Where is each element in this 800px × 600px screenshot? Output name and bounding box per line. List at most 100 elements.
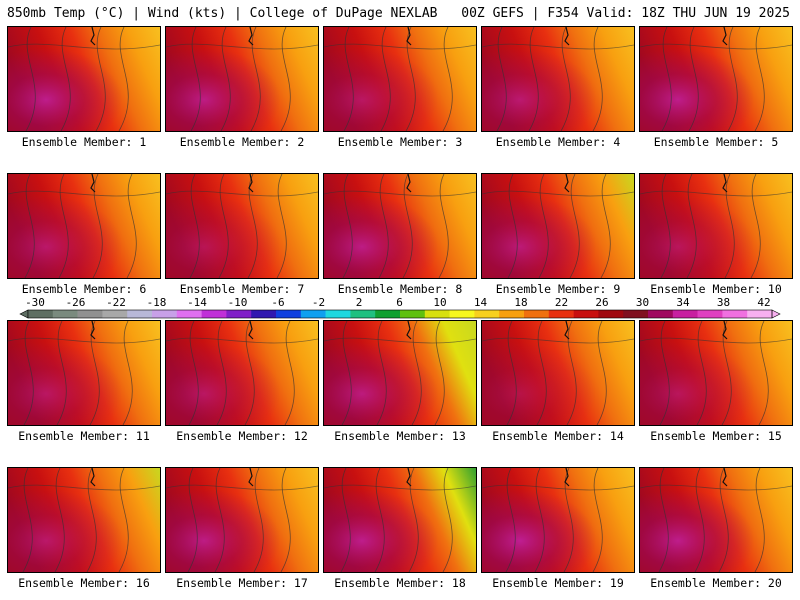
temperature-field <box>324 174 476 278</box>
ensemble-member-map <box>639 467 793 573</box>
colorbar-swatch <box>251 310 277 318</box>
ensemble-member-label: Ensemble Member: 4 <box>495 135 621 149</box>
colorbar-swatch <box>499 310 525 318</box>
colorbar-tick-label: 22 <box>554 296 569 309</box>
ensemble-member-label: Ensemble Member: 12 <box>176 429 308 443</box>
colorbar-swatch <box>375 310 401 318</box>
colorbar-tick-label: -6 <box>271 296 285 309</box>
colorbar-swatch <box>548 310 574 318</box>
ensemble-member-label: Ensemble Member: 1 <box>21 135 147 149</box>
colorbar-swatch <box>300 310 326 318</box>
colorbar-swatch <box>28 310 54 318</box>
colorbar-strip <box>19 309 781 319</box>
ensemble-member-label: Ensemble Member: 10 <box>650 282 782 296</box>
temperature-field <box>324 321 476 425</box>
temperature-field <box>640 174 792 278</box>
colorbar-swatch <box>623 310 649 318</box>
ensemble-member-map <box>323 320 477 426</box>
colorbar-tick-label: -14 <box>187 296 207 309</box>
colorbar-tick-label: 2 <box>355 296 363 309</box>
ensemble-member-label: Ensemble Member: 13 <box>334 429 466 443</box>
ensemble-member-map <box>323 173 477 279</box>
temperature-field <box>482 321 634 425</box>
colorbar-tick-label: -30 <box>25 296 45 309</box>
colorbar-tick-label: -26 <box>65 296 86 309</box>
colorbar-swatch <box>697 310 723 318</box>
colorbar-swatch <box>325 310 351 318</box>
ensemble-member-map <box>165 320 319 426</box>
temperature-field <box>166 174 318 278</box>
colorbar-tick-label: 38 <box>716 296 731 309</box>
ensemble-member-map <box>481 173 635 279</box>
colorbar-swatch <box>400 310 426 318</box>
colorbar-tick-label: 30 <box>635 296 650 309</box>
ensemble-member-label: Ensemble Member: 17 <box>176 576 308 590</box>
ensemble-member-label: Ensemble Member: 8 <box>337 282 463 296</box>
ensemble-member-label: Ensemble Member: 18 <box>334 576 466 590</box>
colorbar-swatch <box>226 310 252 318</box>
colorbar-swatch <box>350 310 376 318</box>
ensemble-member-map <box>7 173 161 279</box>
temperature-field <box>8 468 160 572</box>
temperature-field <box>166 27 318 131</box>
ensemble-member-label: Ensemble Member: 5 <box>653 135 779 149</box>
ensemble-member-label: Ensemble Member: 20 <box>650 576 782 590</box>
ensemble-member-map <box>481 467 635 573</box>
temperature-field <box>166 468 318 572</box>
colorbar-swatch <box>176 310 202 318</box>
ensemble-member-label: Ensemble Member: 19 <box>492 576 624 590</box>
ensemble-member-label: Ensemble Member: 7 <box>179 282 305 296</box>
ensemble-member-label: Ensemble Member: 9 <box>495 282 621 296</box>
colorbar-tick-label: 42 <box>757 296 771 309</box>
ensemble-member-map <box>323 26 477 132</box>
ensemble-member-map <box>165 173 319 279</box>
temperature-field <box>8 321 160 425</box>
temperature-field <box>8 27 160 131</box>
ensemble-member-label: Ensemble Member: 16 <box>18 576 150 590</box>
ensemble-member-label: Ensemble Member: 11 <box>18 429 150 443</box>
ensemble-member-map <box>639 26 793 132</box>
colorbar-tick-label: 18 <box>514 296 528 309</box>
ensemble-member-label: Ensemble Member: 15 <box>650 429 782 443</box>
temperature-field <box>166 321 318 425</box>
ensemble-member-map <box>7 26 161 132</box>
ensemble-member-map <box>481 26 635 132</box>
colorbar-swatch <box>152 310 178 318</box>
ensemble-member-map <box>481 320 635 426</box>
colorbar-swatch <box>524 310 550 318</box>
colorbar-tick-label: -22 <box>106 296 126 309</box>
ensemble-member-map <box>639 320 793 426</box>
ensemble-member-map <box>165 467 319 573</box>
colorbar-tick-label: 14 <box>473 296 488 309</box>
colorbar-tick-label: 34 <box>676 296 690 309</box>
temperature-field <box>324 468 476 572</box>
ensemble-member-label: Ensemble Member: 14 <box>492 429 624 443</box>
temperature-field <box>640 27 792 131</box>
colorbar-swatch <box>474 310 500 318</box>
colorbar-swatch <box>722 310 748 318</box>
colorbar-swatch <box>52 310 78 318</box>
chart-title: 850mb Temp (°C) | Wind (kts) | College o… <box>7 6 438 21</box>
temperature-colorbar: -30 -26 -22 -18 -14 -10 -6 -2 2 6 10 14 18 22 26 30 34 38… <box>0 296 800 320</box>
colorbar-tick-label: 26 <box>595 296 609 309</box>
colorbar-swatch <box>648 310 674 318</box>
ensemble-member-label: Ensemble Member: 2 <box>179 135 305 149</box>
temperature-field <box>8 174 160 278</box>
colorbar-swatch <box>573 310 599 318</box>
colorbar-tick-label: -10 <box>227 296 248 309</box>
temperature-field <box>324 27 476 131</box>
colorbar-swatch <box>747 310 773 318</box>
temperature-field <box>482 27 634 131</box>
ensemble-member-label: Ensemble Member: 3 <box>337 135 463 149</box>
colorbar-tick-label: 10 <box>433 296 447 309</box>
ensemble-member-map <box>7 320 161 426</box>
colorbar-swatch <box>201 310 227 318</box>
colorbar-tick-label: 6 <box>396 296 403 309</box>
colorbar-swatch <box>102 310 128 318</box>
colorbar-swatch <box>672 310 698 318</box>
colorbar-swatch <box>276 310 302 318</box>
ensemble-member-map <box>639 173 793 279</box>
temperature-field <box>482 468 634 572</box>
colorbar-swatch <box>449 310 475 318</box>
